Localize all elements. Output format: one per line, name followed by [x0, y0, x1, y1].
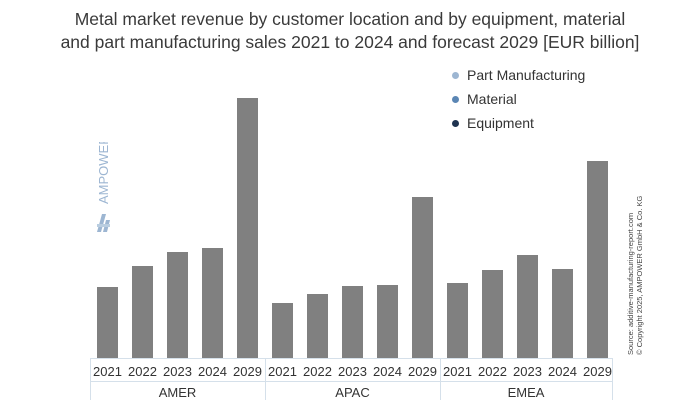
bar-amer-2022 — [132, 266, 153, 358]
bar-emea-2024 — [552, 269, 573, 358]
bar-apac-2023 — [342, 286, 363, 358]
x-tick-label: 2022 — [128, 364, 157, 379]
bar-apac-2029 — [412, 197, 433, 358]
group-label-amer: AMER — [159, 385, 197, 400]
bar-amer-2023 — [167, 252, 188, 358]
bar-apac-2021 — [272, 303, 293, 358]
x-tick-label: 2023 — [338, 364, 367, 379]
x-tick-label: 2029 — [233, 364, 262, 379]
x-tick-label: 2021 — [443, 364, 472, 379]
x-tick-label: 2024 — [548, 364, 577, 379]
bar-emea-2021 — [447, 283, 468, 358]
bar-emea-2023 — [517, 255, 538, 358]
bar-emea-2022 — [482, 270, 503, 358]
legend-label: Part Manufacturing — [467, 67, 586, 83]
x-tick-label: 2022 — [303, 364, 332, 379]
x-tick-label: 2029 — [408, 364, 437, 379]
x-tick-label: 2023 — [163, 364, 192, 379]
legend-item-equipment: Equipment — [452, 115, 534, 131]
x-tick-label: 2023 — [513, 364, 542, 379]
group-label-apac: APAC — [335, 385, 369, 400]
title-line-2: and part manufacturing sales 2021 to 202… — [60, 32, 640, 52]
x-tick-label: 2021 — [93, 364, 122, 379]
bar-amer-2024 — [202, 248, 223, 358]
x-tick-label: 2029 — [583, 364, 612, 379]
group-label-emea: EMEA — [508, 385, 545, 400]
legend-dot-icon — [452, 71, 459, 79]
legend-item-part-manufacturing: Part Manufacturing — [452, 67, 585, 83]
legend-dot-icon — [452, 95, 459, 103]
chart-title: Metal market revenue by customer locatio… — [0, 8, 700, 54]
x-tick-label: 2024 — [373, 364, 402, 379]
bar-apac-2024 — [377, 285, 398, 358]
bar-amer-2021 — [97, 287, 118, 358]
legend-dot-icon — [452, 119, 459, 127]
legend-label: Equipment — [467, 115, 534, 131]
title-line-1: Metal market revenue by customer locatio… — [74, 9, 626, 29]
svg-text:AMPOWER: AMPOWER — [96, 142, 111, 204]
legend-item-material: Material — [452, 91, 517, 107]
bar-emea-2029 — [587, 161, 608, 358]
ampower-logo-icon: AMPOWER — [96, 142, 111, 232]
bar-amer-2029 — [237, 98, 258, 358]
legend-label: Material — [467, 91, 517, 107]
x-tick-label: 2021 — [268, 364, 297, 379]
x-tick-label: 2022 — [478, 364, 507, 379]
x-tick-label: 2024 — [198, 364, 227, 379]
bar-apac-2022 — [307, 294, 328, 358]
